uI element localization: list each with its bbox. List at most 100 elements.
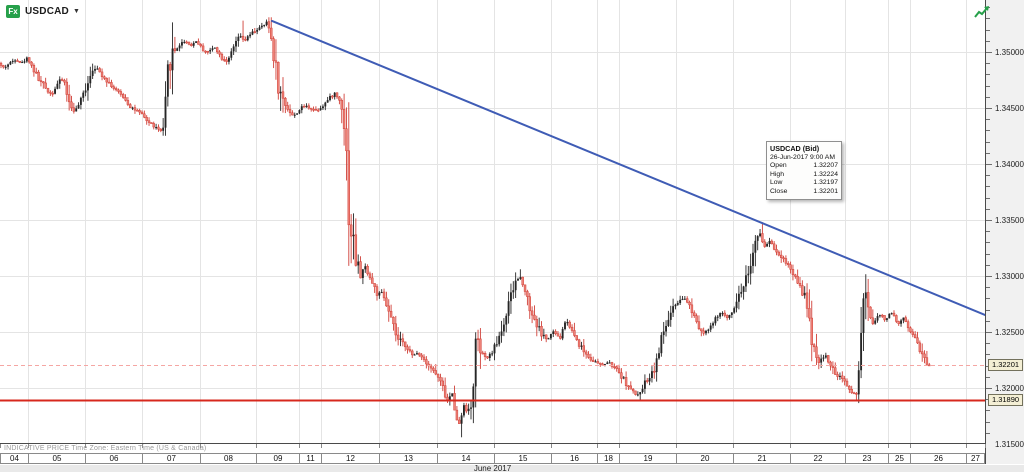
- price-axis-tick: [986, 119, 990, 120]
- date-cell: 21: [733, 454, 790, 463]
- price-tag-level: 1.31890: [988, 394, 1023, 407]
- date-cell: 16: [551, 454, 597, 463]
- date-cell: 22: [790, 454, 845, 463]
- fx-icon: Fx: [6, 5, 20, 18]
- price-axis-tick: [986, 410, 990, 411]
- tooltip-datetime: 26-Jun-2017 9:00 AM: [770, 154, 835, 161]
- date-axis-tick: [676, 444, 677, 448]
- date-cell: 05: [28, 454, 85, 463]
- date-cell: 06: [85, 454, 142, 463]
- price-axis-tick: [986, 254, 990, 255]
- date-cell: 23: [845, 454, 888, 463]
- date-cell: 15: [494, 454, 551, 463]
- price-axis-tick: [986, 153, 990, 154]
- date-cell: 08: [200, 454, 256, 463]
- price-axis[interactable]: 1.35000 1.34500 1.34000 1.33500 1.33000 1.325…: [985, 0, 1024, 464]
- price-axis-tick: [986, 242, 990, 243]
- price-chart-canvas[interactable]: [0, 0, 985, 443]
- price-axis-tick: [986, 186, 990, 187]
- date-cell: 07: [142, 454, 200, 463]
- date-cell: 12: [321, 454, 379, 463]
- price-axis-tick: [986, 231, 990, 232]
- date-cell: 25: [888, 454, 910, 463]
- price-axis-tick: [986, 108, 992, 109]
- date-cell: 18: [597, 454, 619, 463]
- tooltip-title: USDCAD (Bid): [770, 144, 820, 153]
- price-axis-label: 1.32000: [995, 383, 1024, 393]
- tooltip-close-row: Close 1.32201: [770, 187, 838, 195]
- price-axis-label: 1.33500: [995, 215, 1024, 225]
- price-axis-tick: [986, 164, 992, 165]
- price-axis-tick: [986, 209, 990, 210]
- date-axis-tick: [551, 444, 552, 448]
- date-cell: 09: [256, 454, 299, 463]
- date-axis-tick: [597, 444, 598, 448]
- price-axis-tick: [986, 74, 990, 75]
- date-axis-tick: [966, 444, 967, 448]
- date-cell: 13: [379, 454, 437, 463]
- date-axis-tick: [142, 444, 143, 448]
- month-row: June 2017: [0, 464, 1024, 472]
- date-axis-tick: [321, 444, 322, 448]
- date-axis-tick: [299, 444, 300, 448]
- price-axis-tick: [986, 332, 992, 333]
- date-axis-tick: [845, 444, 846, 448]
- month-label: June 2017: [473, 464, 512, 472]
- date-axis-tick: [733, 444, 734, 448]
- price-axis-tick: [986, 354, 990, 355]
- price-axis-label: 1.33000: [995, 271, 1024, 281]
- price-axis-tick: [986, 142, 990, 143]
- tooltip-high-row: High 1.32224: [770, 170, 838, 178]
- price-axis-tick: [986, 198, 990, 199]
- price-axis-tick: [986, 321, 990, 322]
- date-axis-tick: [0, 444, 1, 448]
- price-axis-label: 1.35000: [995, 47, 1024, 57]
- symbol-selector[interactable]: Fx USDCAD ▼: [6, 5, 80, 18]
- date-axis-tick: [494, 444, 495, 448]
- price-axis-tick: [986, 86, 990, 87]
- price-axis-tick: [986, 41, 990, 42]
- date-axis-tick: [888, 444, 889, 448]
- date-axis[interactable]: 04 05 06 07 08 09 11 12 13 14 15 16 18 19 20 21 22 23 25 26…: [0, 453, 985, 464]
- chevron-down-icon: ▼: [72, 8, 80, 15]
- price-axis-tick: [986, 276, 992, 277]
- price-axis-tick: [986, 220, 992, 221]
- price-axis-tick: [986, 63, 990, 64]
- date-cell: 20: [676, 454, 733, 463]
- price-axis-label: 1.31500: [995, 439, 1024, 449]
- date-cell: 19: [619, 454, 676, 463]
- tooltip-open-row: Open 1.32207: [770, 162, 838, 169]
- date-cell: 14: [437, 454, 494, 463]
- indicative-price-text: INDICATIVE PRICE Time Zone: Eastern Time…: [4, 445, 207, 452]
- price-axis-tick: [986, 377, 990, 378]
- date-cell: 27: [966, 454, 985, 463]
- price-axis-tick: [986, 97, 990, 98]
- price-axis-tick: [986, 30, 990, 31]
- price-axis-tick: [986, 265, 990, 266]
- date-axis-tick: [985, 444, 986, 448]
- date-cell: 04: [0, 454, 28, 463]
- tooltip-low-row: Low 1.32197: [770, 179, 838, 187]
- date-axis-tick: [28, 444, 29, 448]
- date-axis-tick: [200, 444, 201, 448]
- price-axis-label: 1.32500: [995, 327, 1024, 337]
- symbol-label: USDCAD: [25, 6, 69, 17]
- date-axis-tick: [910, 444, 911, 448]
- price-axis-tick: [986, 422, 990, 423]
- indicative-price-bar: INDICATIVE PRICE Time Zone: Eastern Time…: [0, 443, 986, 453]
- date-cell: 26: [910, 454, 966, 463]
- date-axis-tick: [437, 444, 438, 448]
- growth-arrow-icon[interactable]: [974, 5, 990, 20]
- price-axis-tick: [986, 130, 990, 131]
- price-axis-tick: [986, 298, 990, 299]
- price-axis-tick: [986, 175, 990, 176]
- date-axis-tick: [619, 444, 620, 448]
- price-axis-label: 1.34500: [995, 103, 1024, 113]
- price-tag-current: 1.32201: [988, 359, 1023, 372]
- date-cell: 11: [299, 454, 321, 463]
- date-axis-tick: [85, 444, 86, 448]
- ohlc-tooltip: USDCAD (Bid) 26-Jun-2017 9:00 AM Open 1.3…: [766, 141, 842, 201]
- price-axis-tick: [986, 343, 990, 344]
- price-axis-tick: [986, 388, 992, 389]
